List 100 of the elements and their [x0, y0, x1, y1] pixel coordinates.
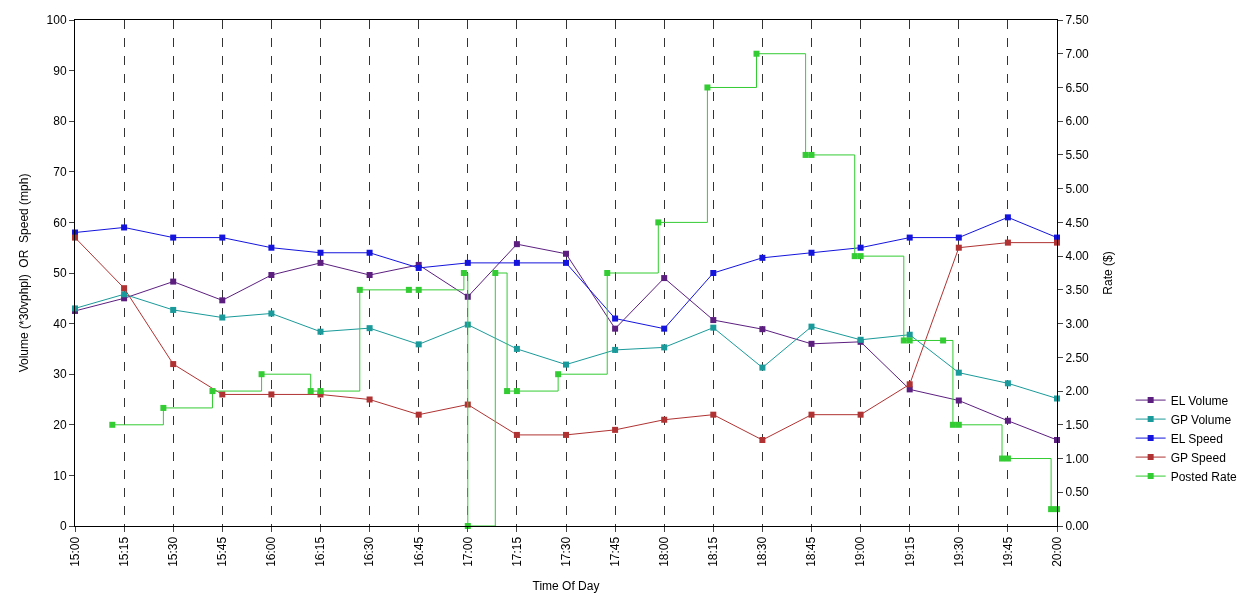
point	[710, 324, 717, 331]
point	[109, 421, 116, 428]
x-tick-label: 17:00	[460, 536, 475, 567]
point	[655, 219, 662, 226]
point	[704, 84, 711, 91]
point	[940, 337, 947, 344]
y2-tick-label: 1.50	[1065, 418, 1090, 432]
y2-tick-label: 3.50	[1065, 283, 1090, 298]
point	[1004, 417, 1011, 424]
y2-tick-label: 5.00	[1065, 181, 1090, 196]
point	[808, 151, 815, 158]
point	[808, 340, 815, 347]
point	[710, 270, 717, 276]
point	[906, 337, 913, 344]
point	[808, 323, 815, 330]
point	[555, 371, 562, 378]
y-axis-title: Volume (*30vphpl) OR Speed (mph)	[16, 173, 31, 373]
point	[366, 396, 373, 403]
y-tick-label: 30	[53, 367, 67, 382]
point	[955, 397, 962, 404]
y2-tick-label: 7.00	[1065, 46, 1090, 61]
y-tick-label: 40	[53, 316, 67, 331]
point	[661, 325, 668, 332]
point	[170, 234, 177, 241]
y2-tick-label: 2.50	[1065, 350, 1090, 365]
point	[366, 272, 373, 279]
point	[612, 346, 619, 353]
point	[563, 259, 569, 266]
point	[906, 381, 913, 388]
point	[317, 328, 324, 335]
point	[759, 364, 766, 371]
point	[170, 361, 177, 368]
point	[906, 234, 913, 241]
point	[612, 426, 619, 433]
point	[268, 391, 275, 398]
point	[857, 253, 864, 260]
point	[999, 455, 1006, 462]
point	[661, 275, 668, 282]
point	[268, 244, 275, 251]
point	[759, 254, 766, 261]
x-tick-label: 17:30	[558, 536, 573, 567]
point	[759, 436, 766, 443]
x-axis-title: Time Of Day	[532, 578, 600, 593]
point	[513, 431, 520, 438]
point	[949, 421, 956, 428]
point	[563, 250, 569, 257]
point	[160, 404, 167, 411]
point	[563, 361, 569, 368]
legend-label: EL Speed	[1170, 431, 1223, 446]
point	[513, 259, 520, 266]
y2-tick-label: 6.00	[1065, 114, 1090, 129]
x-tick-label: 15:30	[166, 536, 181, 567]
x-tick-label: 16:00	[264, 536, 279, 567]
point	[209, 388, 216, 395]
point	[513, 345, 520, 352]
point	[170, 306, 177, 313]
point	[366, 249, 373, 256]
x-tick-label: 15:15	[117, 536, 131, 567]
point	[219, 297, 226, 304]
y2-tick-label: 0.50	[1065, 485, 1090, 500]
point	[317, 249, 324, 256]
point	[121, 291, 128, 298]
point	[710, 317, 717, 324]
point	[307, 388, 314, 395]
point	[415, 341, 422, 348]
point	[955, 421, 962, 428]
x-tick-label: 15:45	[215, 536, 230, 567]
point	[661, 416, 668, 423]
x-tick-label: 19:00	[853, 536, 868, 567]
point	[563, 431, 569, 438]
point	[219, 314, 226, 321]
y2-tick-label: 6.50	[1065, 80, 1090, 95]
point	[219, 234, 226, 241]
point	[851, 253, 858, 260]
point	[612, 315, 619, 322]
point	[121, 285, 128, 292]
y-tick-label: 0	[59, 519, 67, 534]
point	[808, 411, 815, 418]
point	[366, 325, 373, 332]
point	[1004, 214, 1011, 221]
x-tick-label: 18:45	[804, 536, 819, 567]
point	[857, 411, 864, 418]
point	[121, 224, 128, 231]
point	[759, 326, 766, 333]
point	[268, 272, 275, 279]
point	[460, 270, 467, 276]
x-tick-label: 19:45	[1000, 536, 1015, 567]
x-tick-label: 19:15	[902, 536, 917, 567]
y2-tick-label: 3.00	[1065, 316, 1090, 331]
point	[661, 344, 668, 351]
point	[604, 270, 611, 276]
point	[464, 259, 471, 266]
y2-tick-label: 4.00	[1065, 249, 1090, 264]
x-tick-label: 16:15	[313, 536, 328, 567]
point	[857, 244, 864, 251]
point	[802, 151, 809, 158]
x-tick-label: 20:00	[1049, 536, 1064, 567]
legend-label: Posted Rate	[1170, 469, 1238, 484]
point	[170, 278, 177, 285]
x-tick-label: 15:00	[67, 536, 82, 567]
